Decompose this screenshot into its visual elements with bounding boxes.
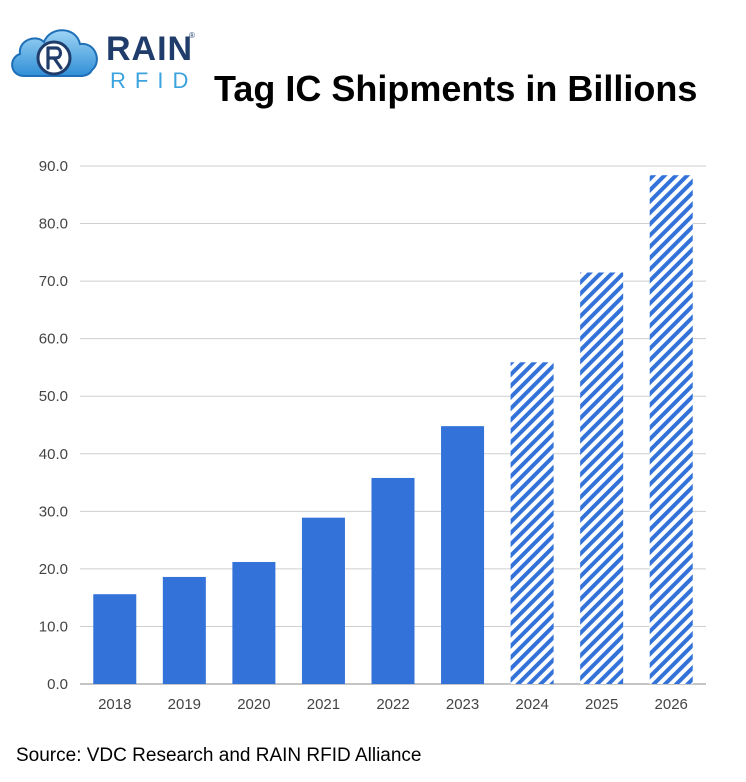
x-tick-label: 2026 xyxy=(655,696,688,713)
bar-2021 xyxy=(301,517,345,684)
bar-forecast-2025 xyxy=(580,272,624,684)
chart-title: Tag IC Shipments in Billions xyxy=(214,68,698,109)
bar-2018 xyxy=(93,594,137,684)
bar-2022 xyxy=(371,477,415,684)
bar-forecast-2024 xyxy=(510,362,554,684)
logo-brand-main: RAIN xyxy=(106,30,194,68)
x-tick-label: 2022 xyxy=(376,696,409,713)
cloud-r-icon xyxy=(11,29,98,77)
y-tick-label: 0.0 xyxy=(47,676,68,693)
y-tick-label: 10.0 xyxy=(39,618,68,635)
bar-2019 xyxy=(162,576,206,684)
y-tick-label: 80.0 xyxy=(39,216,68,233)
x-axis-ticks: 2018 2019 2020 2021 2022 2023 2024 2025 2026 xyxy=(98,696,688,713)
y-tick-label: 60.0 xyxy=(39,331,68,348)
logo-registered-mark: ® xyxy=(189,31,195,40)
rain-rfid-logo: RAIN ® RFID xyxy=(6,14,196,94)
y-tick-label: 20.0 xyxy=(39,561,68,578)
x-tick-label: 2020 xyxy=(237,696,270,713)
y-tick-label: 30.0 xyxy=(39,503,68,520)
x-tick-label: 2018 xyxy=(98,696,131,713)
y-tick-label: 90.0 xyxy=(39,158,68,175)
bar-forecast-2026 xyxy=(649,175,693,684)
y-tick-label: 50.0 xyxy=(39,388,68,405)
bar-2023 xyxy=(441,426,485,684)
x-tick-label: 2023 xyxy=(446,696,479,713)
x-tick-label: 2021 xyxy=(307,696,340,713)
bars xyxy=(93,175,693,684)
logo-brand-sub: RFID xyxy=(110,68,198,93)
x-tick-label: 2025 xyxy=(585,696,618,713)
y-tick-label: 40.0 xyxy=(39,446,68,463)
y-axis-ticks: 0.0 10.0 20.0 30.0 40.0 50.0 60.0 70.0 80.0 90.0 xyxy=(39,158,68,693)
x-tick-label: 2019 xyxy=(168,696,201,713)
x-tick-label: 2024 xyxy=(515,696,548,713)
y-tick-label: 70.0 xyxy=(39,273,68,290)
bar-2020 xyxy=(232,561,276,684)
source-note: Source: VDC Research and RAIN RFID Allia… xyxy=(16,745,422,766)
